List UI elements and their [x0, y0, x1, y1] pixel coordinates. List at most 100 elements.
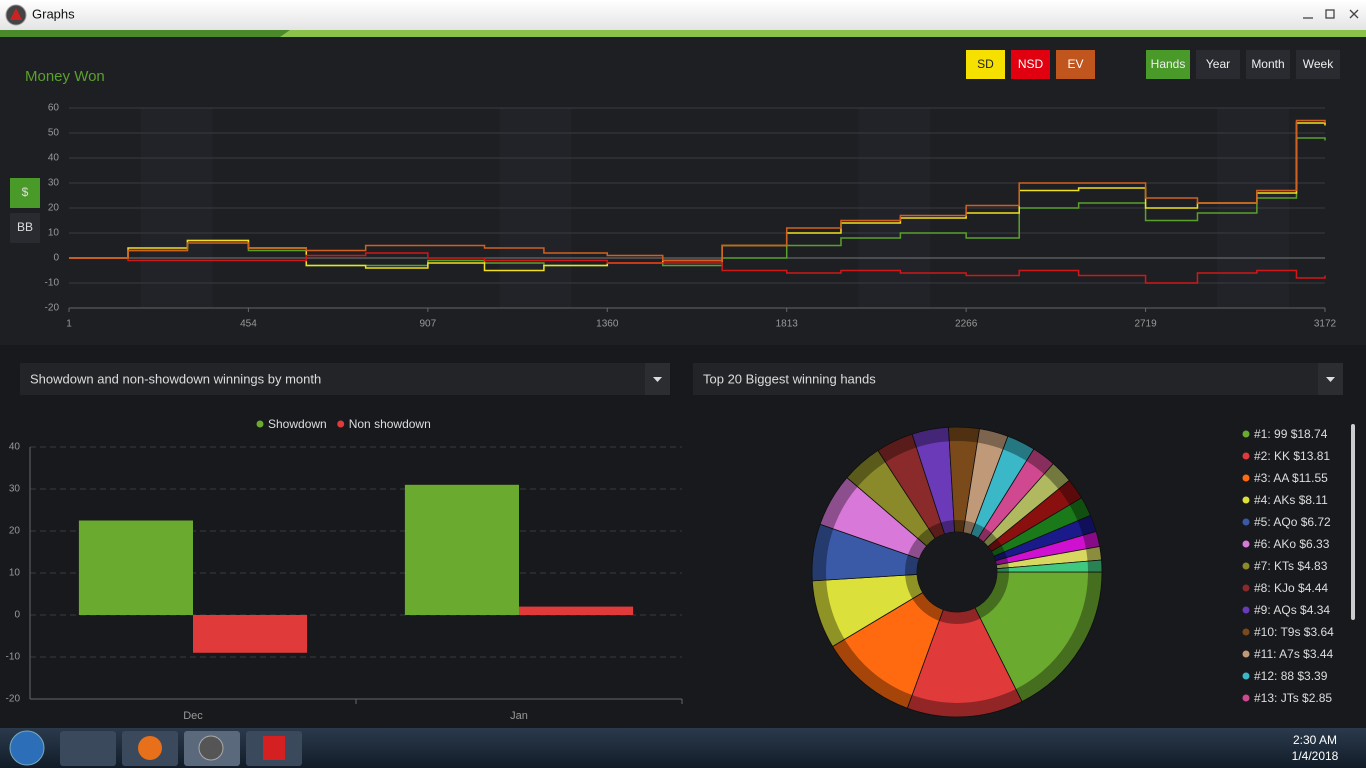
legend-marker — [337, 420, 345, 428]
y-tick-label: -10 — [45, 278, 60, 289]
legend-marker — [1242, 540, 1250, 548]
legend-marker — [1242, 584, 1250, 592]
legend-marker — [1242, 452, 1250, 460]
legend-label: Non showdown — [349, 417, 431, 431]
button[interactable] — [1011, 50, 1050, 79]
legend-marker — [1242, 672, 1250, 680]
x-tick-label: 1360 — [596, 319, 619, 330]
legend-marker — [1242, 606, 1250, 614]
y-tick-label: 60 — [48, 103, 60, 114]
x-tick-label: 454 — [240, 319, 257, 330]
dropdown-arrow — [653, 377, 662, 382]
accent-stripe-dark — [0, 30, 290, 37]
legend-label: #5: AQo $6.72 — [1254, 515, 1331, 529]
legend-label: #9: AQs $4.34 — [1254, 603, 1330, 617]
taskbar-app[interactable] — [60, 731, 116, 766]
button-label: Month — [1251, 57, 1284, 71]
y-tick-label: -20 — [6, 694, 21, 705]
legend-marker — [1242, 628, 1250, 636]
unit-label: BB — [17, 220, 33, 234]
clock-time: 2:30 AM — [1293, 733, 1337, 747]
dropdown-arrow — [1326, 377, 1335, 382]
y-tick-label: 20 — [48, 203, 60, 214]
y-tick-label: 40 — [48, 153, 60, 164]
dropdown-text: Top 20 Biggest winning hands — [703, 371, 876, 386]
button[interactable] — [1246, 50, 1290, 79]
button[interactable] — [1196, 50, 1240, 79]
window-title: Graphs — [32, 6, 75, 21]
x-tick-label: 1813 — [776, 319, 799, 330]
title-bar — [0, 0, 1366, 30]
unit-label: $ — [22, 185, 29, 199]
dropdown-text: Showdown and non-showdown winnings by mo… — [30, 371, 321, 386]
y-tick-label: 20 — [9, 526, 21, 537]
button-label: SD — [977, 57, 994, 71]
legend-marker — [1242, 474, 1250, 482]
button[interactable] — [966, 50, 1005, 79]
unit-button[interactable] — [10, 213, 40, 243]
bar — [404, 484, 519, 615]
firefox-icon — [138, 736, 162, 760]
legend-label: #3: AA $11.55 — [1254, 471, 1328, 485]
app-icon-glyph — [10, 8, 22, 20]
x-tick-label: 907 — [420, 319, 437, 330]
legend-marker — [1242, 496, 1250, 504]
y-tick-label: 10 — [48, 228, 60, 239]
bar — [519, 606, 634, 615]
legend-label: Showdown — [268, 417, 327, 431]
button-label: Hands — [1151, 57, 1186, 71]
y-tick-label: 50 — [48, 128, 60, 139]
legend-label: #6: AKo $6.33 — [1254, 537, 1330, 551]
button[interactable] — [1146, 50, 1190, 79]
legend-marker — [256, 420, 264, 428]
x-tick-label: Dec — [183, 710, 203, 722]
line-series — [69, 119, 1326, 262]
y-tick-label: 0 — [14, 610, 20, 621]
scrollbar[interactable] — [1351, 424, 1355, 620]
legend-marker — [1242, 562, 1250, 570]
x-tick-label: 1 — [66, 319, 72, 330]
legend-label: #13: JTs $2.85 — [1254, 691, 1332, 705]
legend-marker — [1242, 650, 1250, 658]
legend-marker — [1242, 518, 1250, 526]
y-tick-label: -10 — [6, 652, 21, 663]
line-panel — [0, 37, 1366, 345]
legend-label: #1: 99 $18.74 — [1254, 427, 1328, 441]
bar — [78, 520, 193, 615]
legend-label: #4: AKs $8.11 — [1254, 493, 1328, 507]
button-label: Year — [1206, 57, 1230, 71]
legend-label: #8: KJo $4.44 — [1254, 581, 1328, 595]
window-buttons[interactable] — [1303, 9, 1359, 19]
legend-label: #10: T9s $3.64 — [1254, 625, 1334, 639]
accent-stripe — [0, 30, 1366, 37]
button-label: EV — [1067, 57, 1083, 71]
y-tick-label: 10 — [9, 568, 21, 579]
button[interactable] — [1056, 50, 1095, 79]
y-tick-label: -20 — [45, 303, 60, 314]
legend-marker — [1242, 430, 1250, 438]
legend-label: #7: KTs $4.83 — [1254, 559, 1328, 573]
legend-label: #12: 88 $3.39 — [1254, 669, 1328, 683]
chart-title: Money Won — [25, 68, 105, 85]
x-tick-label: 2719 — [1134, 319, 1157, 330]
legend-label: #2: KK $13.81 — [1254, 449, 1330, 463]
y-tick-label: 30 — [48, 178, 60, 189]
pie-inner-rim — [905, 520, 1009, 624]
bar — [193, 615, 308, 653]
legend-label: #11: A7s $3.44 — [1254, 647, 1334, 661]
pie-hole — [917, 532, 997, 612]
dropdown[interactable] — [693, 363, 1343, 395]
legend-marker — [1242, 694, 1250, 702]
start-button[interactable] — [9, 730, 45, 766]
button[interactable] — [1296, 50, 1340, 79]
x-tick-label: Jan — [510, 710, 528, 722]
dropdown[interactable] — [20, 363, 670, 395]
pie-rim — [812, 427, 1102, 717]
clock-date: 1/4/2018 — [1292, 749, 1339, 763]
unit-button[interactable] — [10, 178, 40, 208]
app-icon — [198, 735, 224, 761]
button-label: Week — [1303, 57, 1334, 71]
x-tick-label: 3172 — [1314, 319, 1337, 330]
